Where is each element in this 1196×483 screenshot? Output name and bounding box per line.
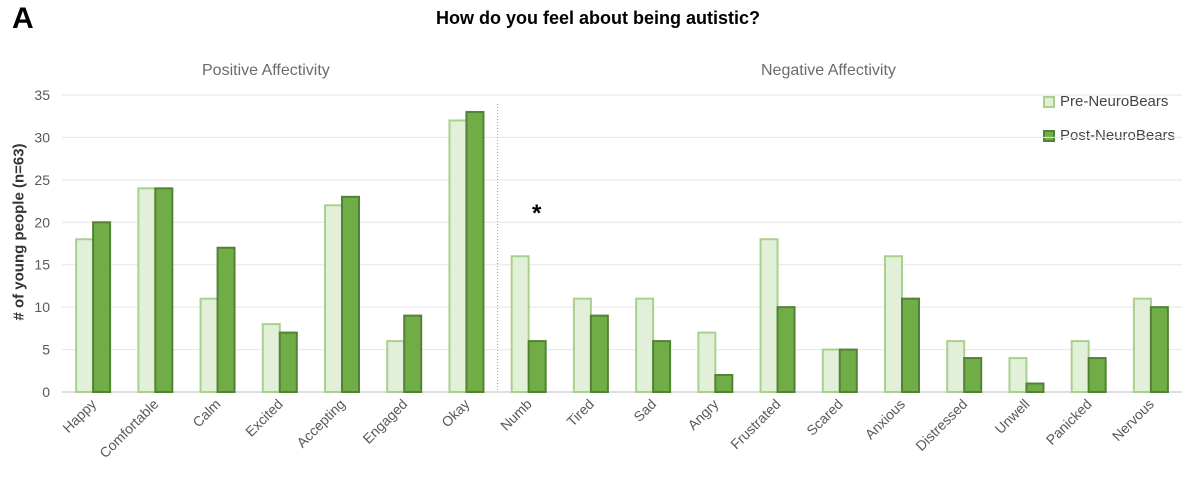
x-tick-label: Happy [59, 396, 99, 436]
bar-pre-distressed [946, 340, 966, 394]
significance-marker: * [532, 200, 542, 227]
bar-pre-unwell [1008, 357, 1028, 393]
bar-post-angry [714, 374, 734, 393]
bar-post-anxious [901, 297, 920, 393]
legend-swatch-post [1043, 129, 1055, 142]
legend-label-pre: Pre-NeuroBears [1060, 93, 1169, 110]
group-label-negative: Negative Affectivity [761, 62, 896, 79]
bar-pre-numb [510, 255, 530, 393]
bar-pre-tired [572, 297, 592, 393]
x-tick-label: Panicked [1043, 396, 1095, 448]
x-tick-label: Angry [684, 396, 721, 433]
bar-post-distressed [963, 357, 983, 393]
bar-post-engaged [403, 314, 423, 393]
legend-swatch-pre [1043, 95, 1055, 108]
y-tick-label: 25 [34, 172, 50, 188]
bar-pre-anxious [884, 255, 903, 393]
group-label-positive: Positive Affectivity [202, 62, 330, 79]
bar-post-tired [589, 314, 609, 393]
bar-post-happy [92, 221, 112, 393]
x-tick-label: Excited [242, 396, 286, 440]
x-tick-label: Numb [497, 396, 535, 434]
bar-post-okay [465, 110, 485, 393]
bar-pre-accepting [324, 204, 343, 393]
x-tick-label: Okay [438, 396, 472, 430]
x-tick-label: Anxious [862, 396, 909, 443]
bar-post-sad [652, 340, 672, 394]
bar-pre-nervous [1132, 297, 1152, 393]
legend-item-pre: Pre-NeuroBears [1043, 93, 1168, 110]
x-tick-label: Scared [803, 396, 846, 439]
legend-label-post: Post-NeuroBears [1060, 127, 1176, 144]
bar-pre-calm [199, 297, 219, 393]
bar-pre-frustrated [759, 238, 779, 393]
legend-item-post: Post-NeuroBears [1043, 127, 1175, 144]
x-tick-label: Tired [564, 396, 598, 430]
bar-pre-scared [821, 348, 841, 394]
bar-pre-sad [635, 297, 655, 393]
bar-post-accepting [341, 195, 360, 393]
panel-letter: A [12, 2, 34, 35]
x-tick-label: Unwell [992, 396, 1033, 437]
x-tick-label: Comfortable [96, 396, 161, 461]
bar-post-panicked [1087, 357, 1107, 393]
y-tick-label: 35 [34, 87, 50, 103]
chart-title: How do you feel about being autistic? [435, 8, 760, 28]
y-tick-label: 15 [34, 257, 50, 273]
bar-pre-comfortable [137, 187, 157, 393]
y-tick-label: 10 [34, 299, 50, 315]
bar-post-unwell [1025, 382, 1045, 393]
y-tick-label: 30 [34, 129, 50, 145]
bar-pre-panicked [1070, 340, 1090, 394]
bar-post-frustrated [776, 306, 796, 393]
x-tick-label: Frustrated [727, 396, 783, 452]
x-tick-label: Accepting [293, 396, 348, 451]
x-tick-label: Nervous [1109, 396, 1157, 444]
bar-pre-angry [697, 331, 717, 394]
bar-post-numb [527, 340, 547, 394]
bar-post-comfortable [154, 187, 174, 393]
bar-pre-happy [75, 238, 95, 393]
x-tick-label: Sad [630, 396, 659, 425]
bar-pre-okay [448, 119, 468, 393]
bar-post-nervous [1149, 306, 1169, 393]
x-tick-label: Distressed [912, 396, 970, 454]
x-tick-label: Engaged [359, 396, 410, 447]
bar-post-excited [278, 331, 298, 394]
y-tick-label: 20 [34, 214, 50, 230]
bar-post-scared [838, 348, 858, 394]
bar-pre-excited [261, 323, 281, 393]
bar-pre-engaged [386, 340, 406, 394]
bar-post-calm [216, 246, 236, 393]
y-tick-label: 0 [42, 384, 50, 400]
y-tick-label: 5 [42, 342, 50, 358]
x-tick-label: Calm [189, 396, 223, 430]
